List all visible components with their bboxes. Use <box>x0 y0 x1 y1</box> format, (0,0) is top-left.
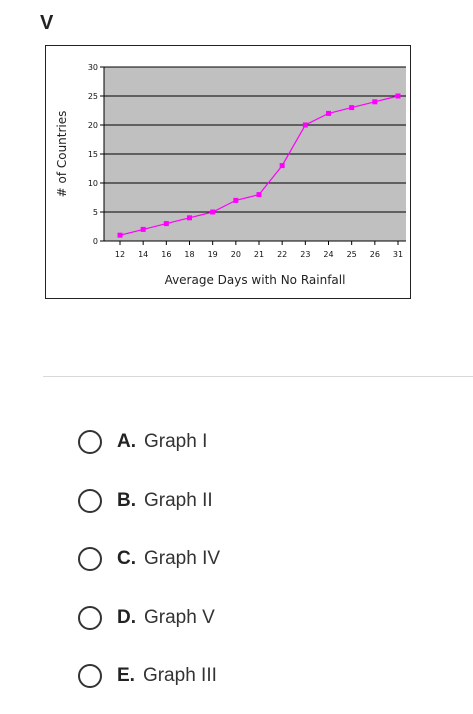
choice-c[interactable]: C. Graph IV <box>78 530 220 589</box>
data-point <box>302 122 308 128</box>
x-axis-label: Average Days with No Rainfall <box>165 273 346 287</box>
choice-text: Graph II <box>144 489 213 511</box>
choice-a[interactable]: A. Graph I <box>78 413 220 472</box>
data-point <box>117 232 123 238</box>
x-tick-label: 14 <box>138 250 148 259</box>
y-tick-label: 0 <box>93 237 98 246</box>
choice-d[interactable]: D. Graph V <box>78 589 220 648</box>
data-point <box>233 197 239 203</box>
choice-b[interactable]: B. Graph II <box>78 472 220 531</box>
x-tick-label: 24 <box>323 250 333 259</box>
y-tick-label: 25 <box>88 92 98 101</box>
data-point <box>326 110 331 116</box>
x-tick-label: 31 <box>393 250 403 259</box>
x-tick-label: 12 <box>115 250 125 259</box>
x-tick-label: 21 <box>254 250 264 259</box>
data-point <box>187 215 192 221</box>
data-point <box>279 163 285 169</box>
radio-button-e[interactable] <box>78 664 102 689</box>
choice-text: Graph I <box>144 431 208 453</box>
x-tick-label: 18 <box>184 250 194 259</box>
data-point <box>256 192 262 198</box>
line-chart: 0 5 10 15 20 25 30 12 14 16 18 19 20 21 22 23 24 25 26 31 Av… <box>55 63 406 287</box>
data-point <box>163 221 169 227</box>
x-tick-label: 19 <box>208 250 218 259</box>
data-point <box>210 209 216 215</box>
answer-choices: A. Graph I B. Graph II C. Graph IV D. Gr… <box>78 413 220 706</box>
y-tick-label: 10 <box>88 179 98 188</box>
y-tick-label: 30 <box>88 63 98 72</box>
divider <box>43 376 473 377</box>
data-point <box>372 99 378 105</box>
radio-button-a[interactable] <box>78 430 102 455</box>
choice-letter: C. <box>117 548 136 570</box>
x-tick-label: 20 <box>231 250 241 259</box>
data-point <box>349 105 355 111</box>
choice-text: Graph IV <box>144 548 221 570</box>
choice-letter: D. <box>117 606 136 628</box>
y-tick-label: 20 <box>88 121 98 130</box>
choice-letter: A. <box>117 431 136 453</box>
data-point <box>140 226 146 232</box>
x-tick-label: 25 <box>347 250 357 259</box>
data-point <box>395 93 401 99</box>
choice-e[interactable]: E. Graph III <box>78 647 220 706</box>
y-tick-label: 5 <box>93 208 98 217</box>
x-tick-label: 22 <box>277 250 287 259</box>
radio-button-d[interactable] <box>78 605 102 630</box>
radio-button-c[interactable] <box>78 547 102 572</box>
choice-text: Graph III <box>142 665 217 687</box>
x-tick-label: 26 <box>370 250 380 259</box>
x-tick-label: 16 <box>161 250 171 259</box>
x-tick-label: 23 <box>300 250 310 259</box>
radio-button-b[interactable] <box>78 488 102 513</box>
choice-letter: B. <box>117 489 136 511</box>
question-heading: V <box>40 12 54 34</box>
choice-text: Graph V <box>144 606 215 628</box>
y-axis-label: # of Countries <box>55 111 69 198</box>
y-tick-label: 15 <box>88 150 98 159</box>
chart-figure: 0 5 10 15 20 25 30 12 14 16 18 19 20 21 22 23 24 25 26 31 Av… <box>45 45 411 299</box>
choice-letter: E. <box>117 665 135 687</box>
